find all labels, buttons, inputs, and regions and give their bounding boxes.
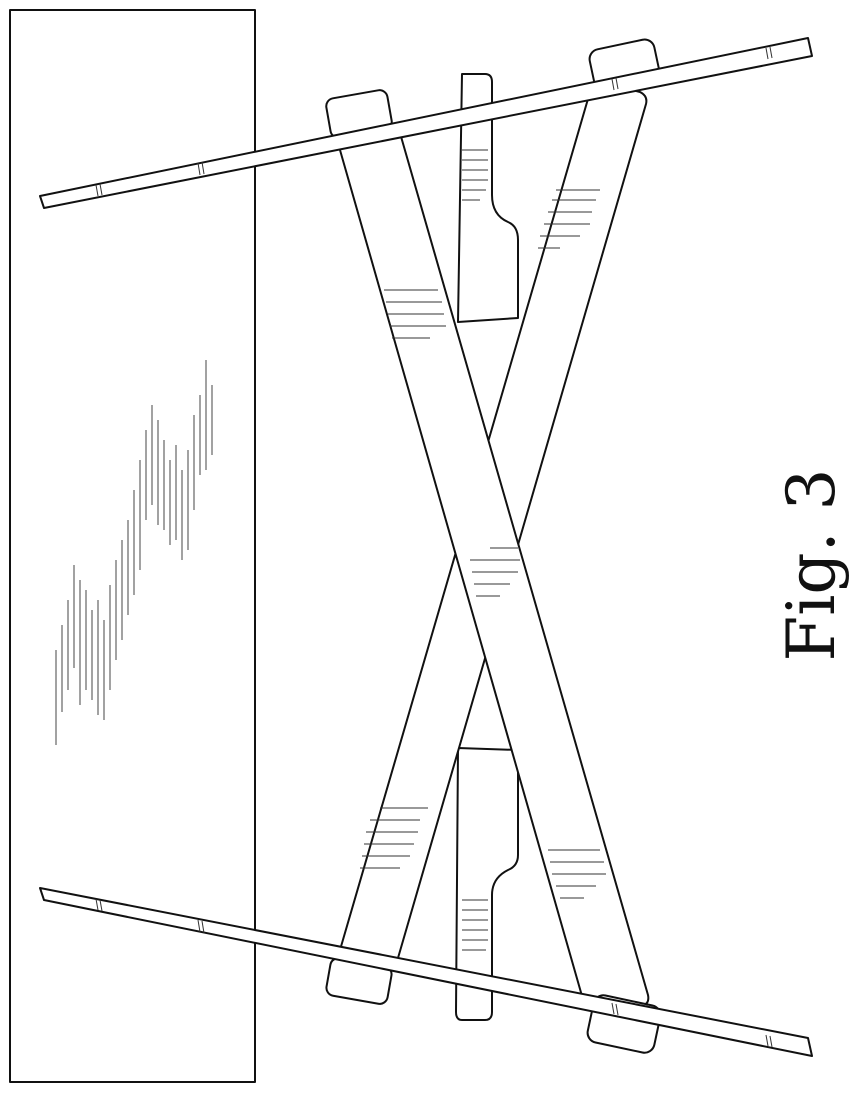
figure-caption: Fig. 3 xyxy=(779,468,845,661)
